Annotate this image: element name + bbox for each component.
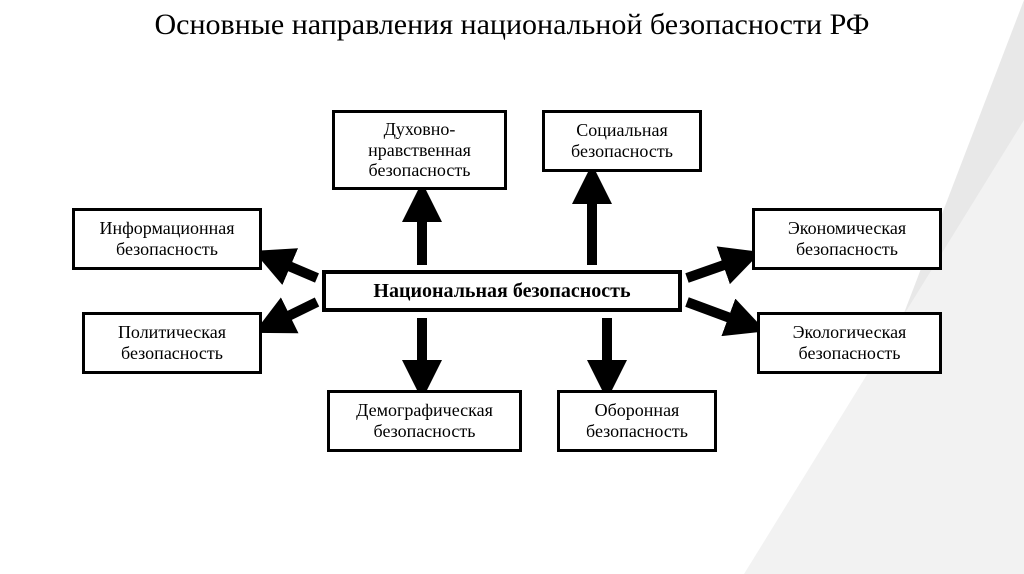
node-label: Экономическая безопасность	[761, 218, 933, 259]
page-title: Основные направления национальной безопа…	[0, 8, 1024, 41]
center-label: Национальная безопасность	[373, 280, 630, 303]
node-label: Политическая безопасность	[91, 322, 253, 363]
node-bot_right: Оборонная безопасность	[557, 390, 717, 452]
diagram-container: Национальная безопасность Духовно-нравст…	[62, 100, 962, 520]
node-top_left: Духовно-нравственная безопасность	[332, 110, 507, 190]
node-label: Оборонная безопасность	[566, 400, 708, 441]
node-left_upper: Информационная безопасность	[72, 208, 262, 270]
node-label: Духовно-нравственная безопасность	[341, 119, 498, 181]
node-bot_left: Демографическая безопасность	[327, 390, 522, 452]
node-label: Демографическая безопасность	[336, 400, 513, 441]
node-right_upper: Экономическая безопасность	[752, 208, 942, 270]
arrow-right_lower	[687, 302, 749, 325]
node-label: Информационная безопасность	[81, 218, 253, 259]
arrow-left_lower	[270, 302, 317, 325]
node-label: Социальная безопасность	[551, 120, 693, 161]
node-label: Экологическая безопасность	[766, 322, 933, 363]
node-left_lower: Политическая безопасность	[82, 312, 262, 374]
node-top_right: Социальная безопасность	[542, 110, 702, 172]
arrow-left_upper	[270, 258, 317, 278]
center-node: Национальная безопасность	[322, 270, 682, 312]
node-right_lower: Экологическая безопасность	[757, 312, 942, 374]
arrow-right_upper	[687, 258, 744, 278]
